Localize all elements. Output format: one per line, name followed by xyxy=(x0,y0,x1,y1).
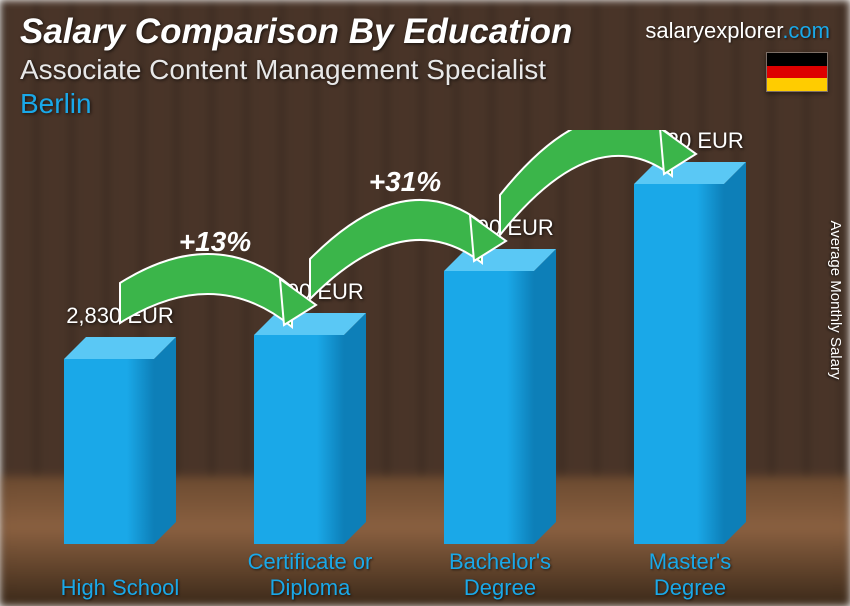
bar xyxy=(444,249,556,544)
bar xyxy=(254,313,366,544)
bar-front xyxy=(254,335,344,544)
bar-value: 3,200 EUR xyxy=(256,279,364,305)
bar-side xyxy=(724,162,746,544)
bar-slot: Master'sDegree 5,520 EUR xyxy=(605,130,775,606)
bar xyxy=(634,162,746,544)
brand: salaryexplorer.com xyxy=(645,18,830,44)
brand-name: salaryexplorer xyxy=(645,18,782,43)
bar-side xyxy=(154,337,176,544)
flag-stripe xyxy=(767,53,827,66)
chart: High School 2,830 EUR Certificate orDiplom… xyxy=(0,130,820,606)
bar-side xyxy=(344,313,366,544)
bar-label: Master'sDegree xyxy=(605,549,775,600)
bar-side xyxy=(534,249,556,544)
bar-value: 4,190 EUR xyxy=(446,215,554,241)
bar-slot: High School 2,830 EUR xyxy=(35,130,205,606)
y-axis-label: Average Monthly Salary xyxy=(827,221,844,380)
bar-value: 5,520 EUR xyxy=(636,128,744,154)
flag-stripe xyxy=(767,78,827,91)
location: Berlin xyxy=(20,88,830,120)
flag-germany xyxy=(766,52,828,92)
bar-front xyxy=(634,184,724,544)
subtitle: Associate Content Management Specialist xyxy=(20,54,830,86)
bar-value: 2,830 EUR xyxy=(66,303,174,329)
bar-label: Certificate orDiploma xyxy=(225,549,395,600)
bar-front xyxy=(64,359,154,544)
bar-slot: Certificate orDiploma 3,200 EUR xyxy=(225,130,395,606)
brand-domain: .com xyxy=(782,18,830,43)
bar xyxy=(64,337,176,544)
content: Salary Comparison By Education Associate… xyxy=(0,0,850,606)
bar-slot: Bachelor'sDegree 4,190 EUR xyxy=(415,130,585,606)
bar-front xyxy=(444,271,534,544)
flag-stripe xyxy=(767,66,827,79)
bar-label: High School xyxy=(35,575,205,600)
bar-label: Bachelor'sDegree xyxy=(415,549,585,600)
